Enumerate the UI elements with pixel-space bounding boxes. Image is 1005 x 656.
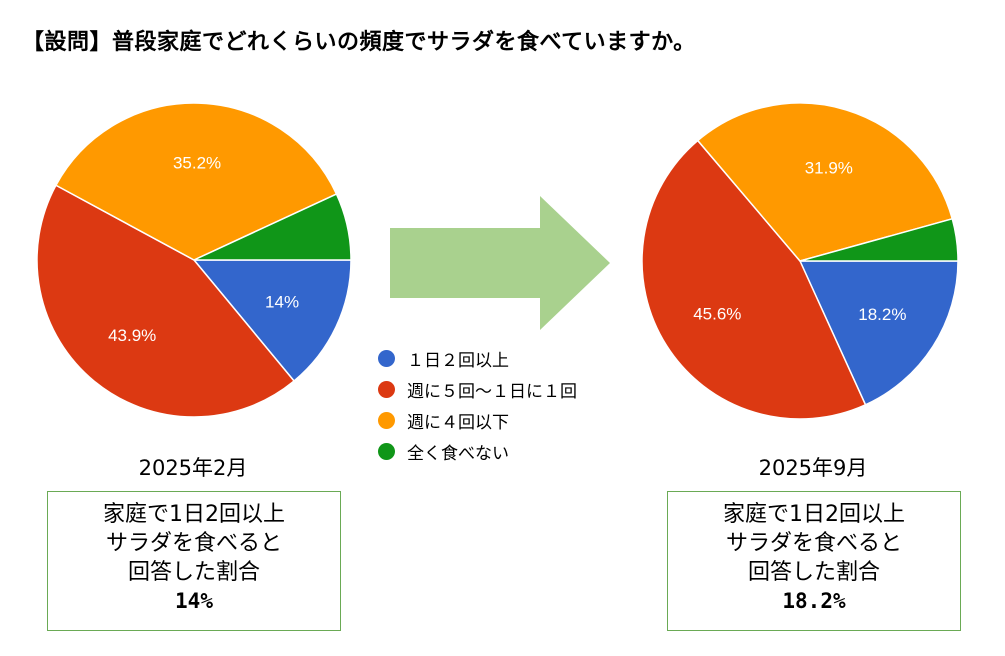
- legend-item: 週に４回以下: [378, 405, 577, 436]
- slice-never: [193, 193, 352, 261]
- summary-box-sep: 家庭で1日2回以上 サラダを食べると 回答した割合 18.2%: [667, 491, 961, 631]
- slice-data-label: 43.9%: [108, 326, 156, 345]
- pie-chart-sep: 18.2% 45.6% 31.9%: [641, 102, 959, 420]
- summary-line: 回答した割合: [747, 560, 880, 585]
- slice-two-plus-daily: [798, 260, 959, 406]
- legend-label: 週に４回以下: [407, 413, 509, 433]
- summary-line: サラダを食べると: [725, 531, 902, 556]
- chart-date-feb: 2025年2月: [138, 456, 248, 480]
- slice-data-label: 45.6%: [693, 304, 741, 323]
- slice-five-weekly-to-daily: [641, 139, 867, 420]
- summary-line: 家庭で1日2回以上: [723, 502, 905, 527]
- summary-value: 14%: [175, 589, 213, 613]
- legend-swatch: [378, 412, 395, 429]
- legend-swatch: [378, 443, 395, 460]
- legend-item: １日２回以上: [378, 343, 577, 374]
- slice-data-label: 35.2%: [173, 154, 221, 173]
- slice-data-label: 31.9%: [805, 158, 853, 177]
- question-title: 【設問】普段家庭でどれくらいの頻度でサラダを食べていますか。: [22, 30, 696, 55]
- slice-five-weekly-to-daily: [36, 184, 296, 418]
- slice-data-label: 18.2%: [858, 305, 906, 324]
- summary-line: 回答した割合: [127, 560, 260, 585]
- legend-label: 全く食べない: [407, 444, 509, 464]
- summary-value: 18.2%: [782, 589, 846, 613]
- legend: １日２回以上 週に５回～１日に１回 週に４回以下 全く食べない: [378, 343, 577, 467]
- slice-four-weekly-or-less: [696, 102, 954, 262]
- chart-date-sep: 2025年9月: [758, 456, 868, 480]
- slice-four-weekly-or-less: [54, 102, 338, 261]
- legend-swatch: [378, 350, 395, 367]
- slice-two-plus-daily: [192, 259, 352, 383]
- summary-line: 家庭で1日2回以上: [103, 502, 285, 527]
- summary-line: サラダを食べると: [105, 531, 282, 556]
- slice-never: [799, 217, 959, 262]
- legend-item: 全く食べない: [378, 436, 577, 467]
- summary-box-feb: 家庭で1日2回以上 サラダを食べると 回答した割合 14%: [47, 491, 341, 631]
- legend-swatch: [378, 381, 395, 398]
- arrow-right-icon: [390, 196, 610, 330]
- legend-label: １日２回以上: [407, 351, 509, 371]
- legend-item: 週に５回～１日に１回: [378, 374, 577, 405]
- legend-label: 週に５回～１日に１回: [407, 382, 577, 402]
- pie-chart-feb: 14% 43.9% 35.2%: [36, 102, 352, 418]
- slice-data-label: 14%: [265, 292, 299, 311]
